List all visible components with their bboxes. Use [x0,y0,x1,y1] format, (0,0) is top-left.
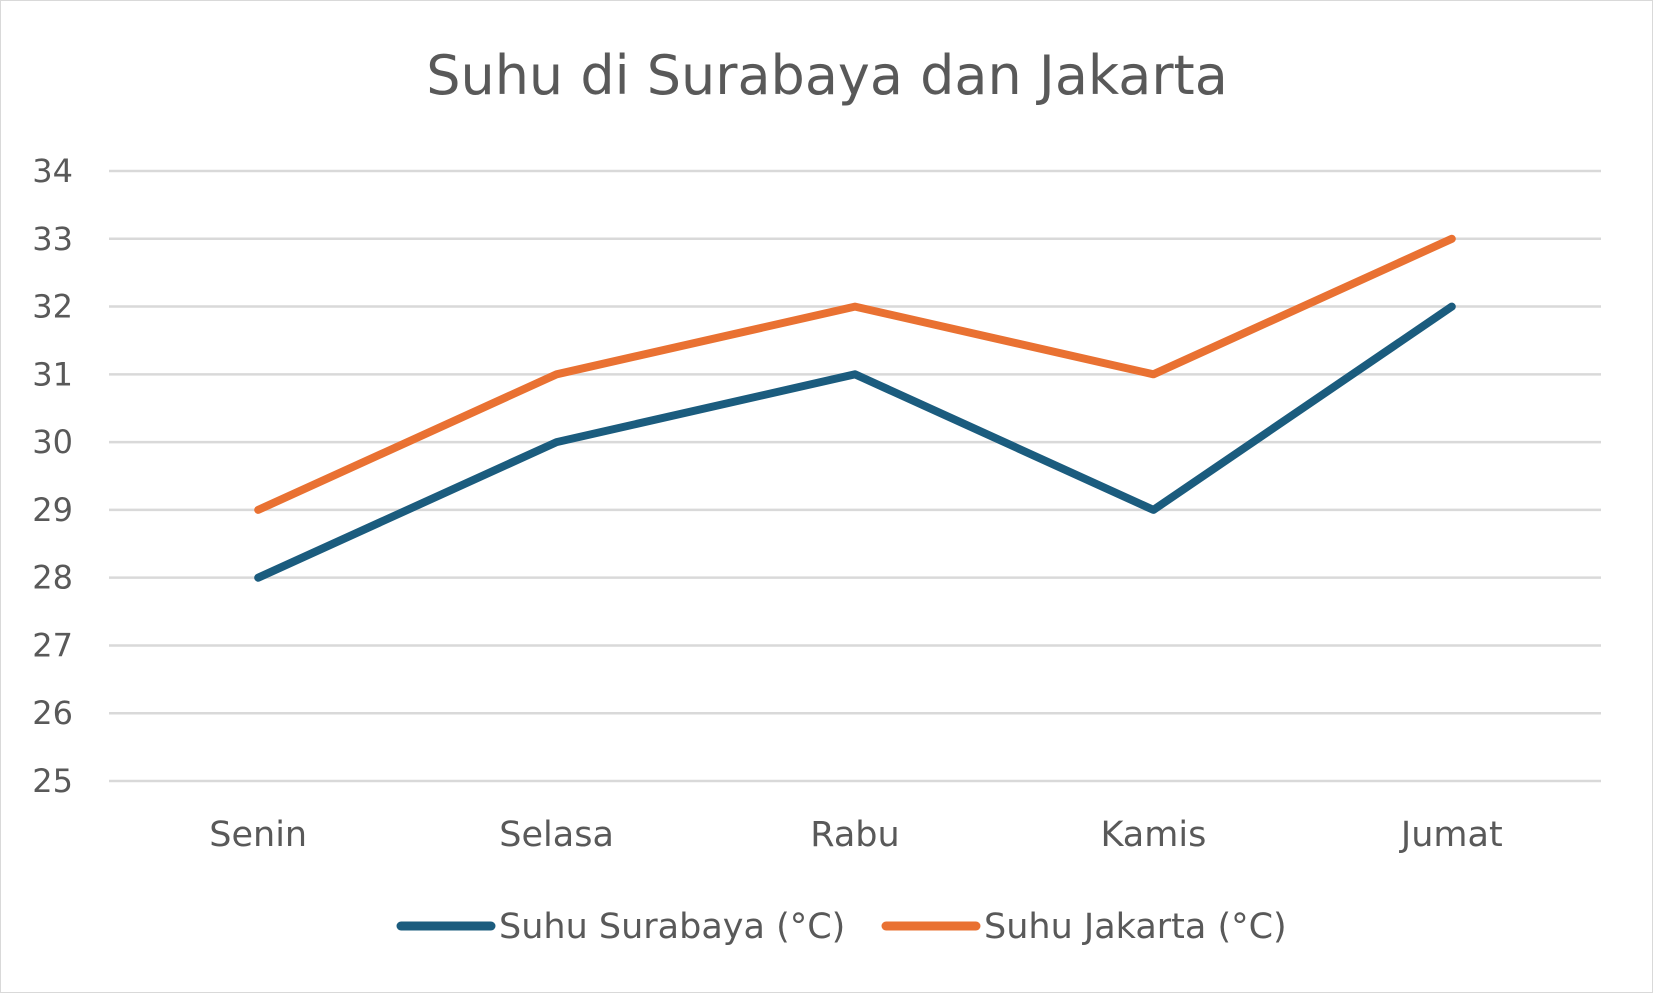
x-tick-label: Selasa [499,815,614,855]
x-tick-label: Jumat [1399,815,1503,855]
series-line-1 [254,302,1456,582]
x-tick-label: Rabu [810,815,899,855]
y-tick-label: 25 [32,762,73,800]
y-tick-label: 26 [32,694,73,732]
y-tick-label: 33 [32,220,73,258]
y-tick-label: 27 [32,626,73,664]
y-tick-label: 34 [32,152,73,190]
y-tick-label: 31 [32,355,73,393]
chart-title: Suhu di Surabaya dan Jakarta [426,44,1228,107]
y-tick-label: 29 [32,491,73,529]
legend-label-1: Suhu Surabaya (°C) [499,907,845,947]
legend: Suhu Surabaya (°C) Suhu Jakarta (°C) [396,907,1287,947]
series-line-2 [254,234,1456,514]
legend-label-2: Suhu Jakarta (°C) [984,907,1287,947]
gridlines [109,169,1601,783]
series-lines [254,234,1456,582]
x-axis-ticks: Senin Selasa Rabu Kamis Jumat [209,815,1502,855]
y-axis-ticks: 25 26 27 28 29 30 31 32 33 34 [32,152,73,800]
x-tick-label: Kamis [1100,815,1206,855]
x-tick-label: Senin [209,815,307,855]
y-tick-label: 32 [32,288,73,326]
y-tick-label: 30 [32,423,73,461]
y-tick-label: 28 [32,559,73,597]
